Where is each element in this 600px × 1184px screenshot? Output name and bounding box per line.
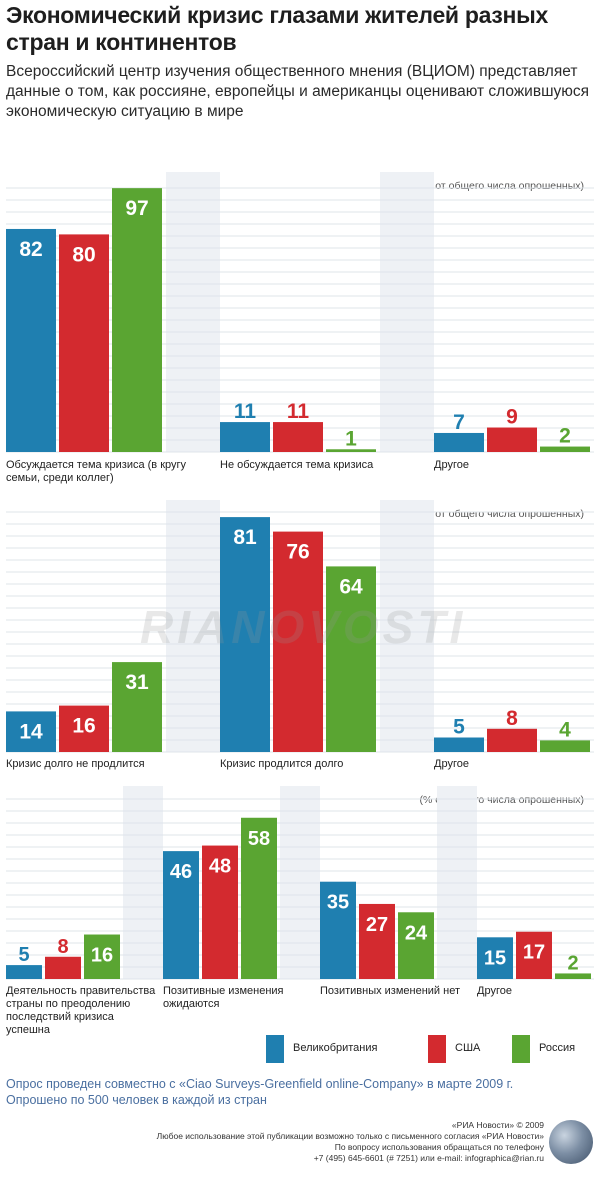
data-label-usa-3-1: 8 [57,936,68,958]
category-label-1-3: Другое [434,459,469,471]
chart-svg-3: 5 46 35 15 8 48 27 17 16 58 24 2 [6,786,594,980]
bar-usa-3-4 [516,931,552,979]
bar-uk-1-2 [220,422,270,452]
legend-label-uk: Великобритания [293,1042,378,1054]
bar-usa-3-1 [45,956,81,979]
bar-usa-3-3 [359,903,395,979]
data-label-uk-3-3: 35 [327,892,349,914]
bar-russia-3-2 [241,817,277,979]
bar-uk-3-2 [163,851,199,979]
chart-panel-1: (% от общего числа опрошенных) 82 11 7 80 11… [6,172,594,490]
data-label-uk-3-1: 5 [18,944,29,966]
data-label-russia-3-1: 16 [91,945,113,967]
legend-swatch-usa [427,1034,447,1064]
footer-line-2: По вопросу использования обращаться по т… [334,1142,544,1152]
bar-uk-1-1 [6,228,56,452]
data-label-uk-2-1: 14 [19,720,43,743]
bar-russia-2-1 [112,662,162,752]
data-label-usa-3-4: 17 [523,942,545,964]
data-label-uk-2-3: 5 [453,716,465,739]
bar-russia-1-3 [540,446,590,452]
category-label-1-2: Не обсуждается тема кризиса [220,459,374,471]
data-label-uk-3-4: 15 [484,947,506,969]
data-label-russia-3-4: 2 [567,952,578,974]
band-1-2 [380,172,434,452]
category-label-3-1: Деятельность правительства страны по пре… [6,985,156,1036]
data-label-usa-3-3: 27 [366,914,388,936]
footer: «РИА Новости» © 2009 Любое использование… [4,1120,544,1164]
legend-swatch-uk [265,1034,285,1064]
category-label-3-3: Позитивных изменений нет [320,985,460,997]
data-label-usa-2-3: 8 [506,707,518,730]
category-label-1-1: Обсуждается тема кризиса (в кругу семьи,… [6,459,187,484]
ria-logo-icon [549,1120,593,1164]
band-1-1 [166,172,220,452]
data-label-uk-1-1: 82 [19,238,42,261]
bar-uk-2-3 [434,737,484,752]
bar-usa-1-3 [487,427,537,452]
data-label-russia-3-2: 58 [248,828,270,850]
bar-usa-2-3 [487,728,537,752]
data-label-usa-3-2: 48 [209,856,231,878]
data-label-russia-1-1: 97 [125,197,148,220]
chart-svg-2: 14 81 5 16 76 8 31 64 4 [6,500,594,753]
data-label-russia-3-3: 24 [405,922,428,944]
bar-uk-3-4 [477,937,513,979]
chart-panel-2: (% от общего числа опрошенных) 14 81 5 16 76… [6,500,594,782]
bar-russia-3-3 [398,912,434,979]
bar-usa-2-2 [273,531,323,752]
survey-note: Опрос проведен совместно с «Ciao Surveys… [6,1077,514,1107]
data-label-russia-2-3: 4 [559,718,571,741]
data-label-uk-1-2: 11 [234,400,257,423]
bar-usa-3-2 [202,845,238,979]
bar-russia-1-2 [326,449,376,452]
bar-uk-1-3 [434,432,484,452]
legend-label-russia: Россия [539,1042,576,1054]
bar-uk-2-2 [220,517,270,752]
chart-svg-1: 82 11 7 80 11 9 97 1 2 [6,172,594,453]
band-2-2 [380,500,434,752]
bar-russia-3-4 [555,973,591,979]
page-subtitle: Всероссийский центр изучения общественно… [6,63,590,120]
unit-note-2: (% от общего числа опрошенных) [419,508,584,520]
data-label-russia-2-1: 31 [125,671,149,694]
bar-uk-3-3 [320,881,356,979]
bar-russia-2-2 [326,566,376,752]
data-label-russia-1-2: 1 [345,427,357,450]
data-label-russia-1-3: 2 [559,425,571,448]
category-label-3-4: Другое [477,985,512,997]
bar-uk-2-1 [6,711,56,752]
category-label-3-2: Позитивные изменения ожидаются [163,985,284,1010]
bar-usa-2-1 [59,705,109,752]
page-title: Экономический кризис глазами жителей раз… [6,2,548,55]
data-label-usa-1-3: 9 [506,406,518,429]
category-label-2-3: Другое [434,758,469,770]
data-label-usa-1-2: 11 [287,400,310,423]
bar-uk-3-1 [6,965,42,979]
bar-russia-1-1 [112,188,162,452]
bar-russia-2-3 [540,740,590,752]
bar-russia-3-1 [84,934,120,979]
footer-copyright: «РИА Новости» © 2009 [451,1120,544,1130]
band-2-1 [166,500,220,752]
data-label-uk-3-2: 46 [170,861,192,883]
data-label-uk-1-3: 7 [453,411,465,434]
category-label-2-1: Кризис долго не продлится [6,758,145,770]
legend-label-usa: США [455,1042,481,1054]
category-label-2-2: Кризис продлится долго [220,758,344,770]
legend-swatch-russia [511,1034,531,1064]
data-label-russia-2-2: 64 [339,575,363,598]
unit-note-1: (% от общего числа опрошенных) [419,180,584,192]
footer-line-1: Любое использование этой публикации возм… [156,1131,544,1141]
bar-usa-1-1 [59,234,109,452]
legend: Великобритания США Россия [265,1032,595,1066]
data-label-usa-2-1: 16 [72,715,95,738]
chart-panel-3: (% от общего числа опрошенных) 5 46 35 15 8 4… [6,786,594,1066]
data-label-usa-2-2: 76 [286,541,309,564]
data-label-uk-2-2: 81 [233,526,257,549]
data-label-usa-1-1: 80 [72,243,95,266]
footer-line-3: +7 (495) 645-6601 (# 7251) или e-mail: i… [313,1153,544,1163]
bar-usa-1-2 [273,422,323,452]
